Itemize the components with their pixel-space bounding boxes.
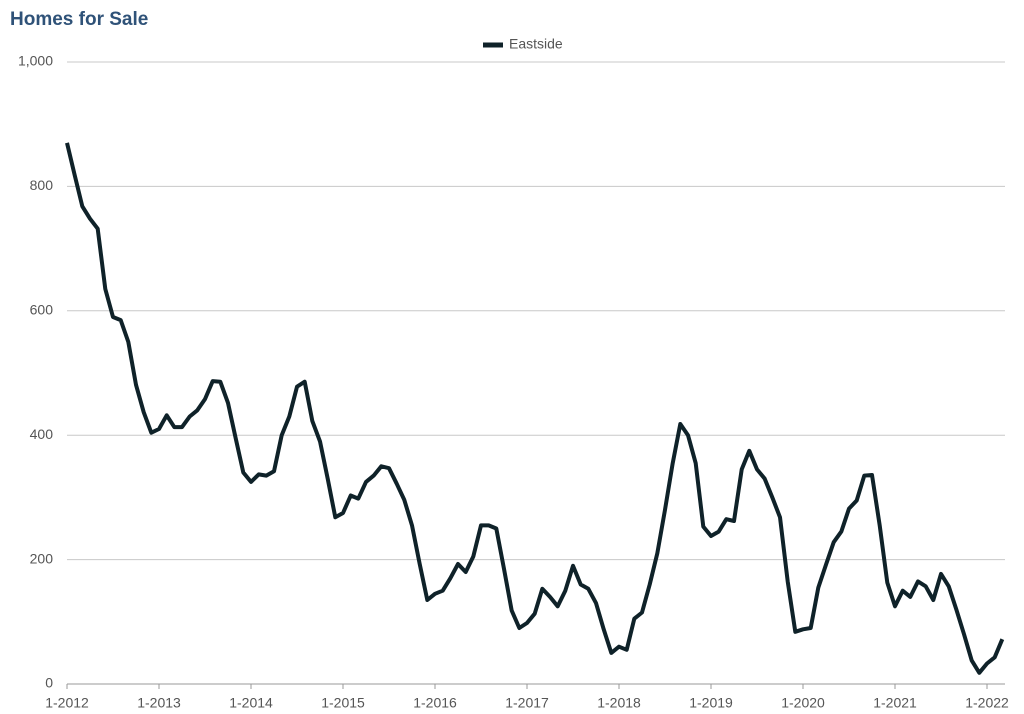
x-tick-label: 1-2022 bbox=[965, 695, 1009, 711]
x-tick-label: 1-2016 bbox=[413, 695, 457, 711]
x-tick-label: 1-2019 bbox=[689, 695, 733, 711]
x-tick-label: 1-2012 bbox=[45, 695, 89, 711]
x-tick-label: 1-2021 bbox=[873, 695, 917, 711]
x-tick-label: 1-2013 bbox=[137, 695, 181, 711]
x-tick-label: 1-2015 bbox=[321, 695, 365, 711]
legend-label: Eastside bbox=[509, 36, 563, 52]
x-tick-label: 1-2018 bbox=[597, 695, 641, 711]
x-tick-label: 1-2017 bbox=[505, 695, 549, 711]
x-tick-label: 1-2020 bbox=[781, 695, 825, 711]
y-tick-label: 400 bbox=[30, 426, 54, 442]
y-tick-label: 0 bbox=[45, 675, 53, 691]
y-tick-label: 600 bbox=[30, 302, 54, 318]
y-tick-label: 1,000 bbox=[18, 53, 53, 69]
y-tick-label: 800 bbox=[30, 177, 54, 193]
line-series bbox=[65, 142, 1005, 675]
chart-title: Homes for Sale bbox=[10, 9, 148, 30]
x-tick-label: 1-2014 bbox=[229, 695, 273, 711]
y-tick-label: 200 bbox=[30, 550, 54, 566]
